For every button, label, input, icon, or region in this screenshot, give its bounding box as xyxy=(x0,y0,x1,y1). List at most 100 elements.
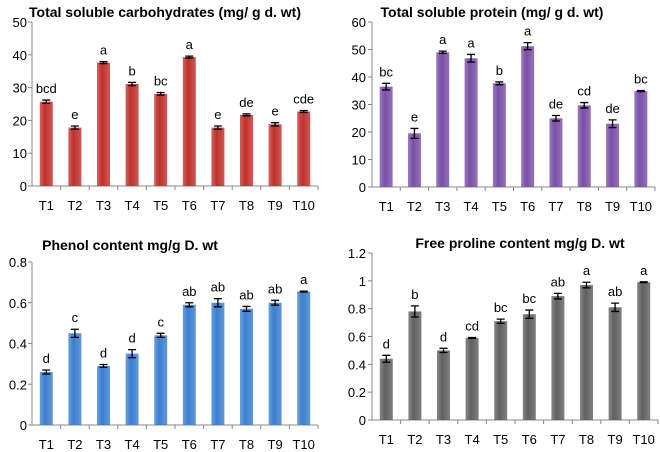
significance-label: ab xyxy=(551,274,565,289)
bar-T7 xyxy=(211,127,225,186)
significance-label: bcd xyxy=(36,81,57,96)
bar-T8 xyxy=(240,308,253,425)
x-tick-label: T7 xyxy=(210,198,225,213)
bar-T2 xyxy=(68,333,82,425)
x-tick-label: T6 xyxy=(182,198,197,213)
significance-label: c xyxy=(157,314,164,329)
bar-T10 xyxy=(297,111,311,186)
bar-T10 xyxy=(634,91,648,187)
bar-T4 xyxy=(464,58,478,187)
error-bar xyxy=(185,302,194,308)
error-bar xyxy=(185,55,194,59)
error-bar xyxy=(242,305,251,312)
y-tick-label: 60 xyxy=(352,15,366,30)
significance-label: a xyxy=(467,35,475,50)
error-bar xyxy=(299,290,308,293)
bar-T4 xyxy=(125,353,139,425)
significance-label: ab xyxy=(268,281,282,296)
y-tick-label: 40 xyxy=(352,70,366,85)
bar-T9 xyxy=(606,123,620,187)
significance-label: a xyxy=(640,263,648,278)
bar-T1 xyxy=(379,86,393,187)
error-bar xyxy=(410,305,419,318)
significance-label: d xyxy=(383,336,390,351)
significance-label: bc xyxy=(522,291,536,306)
bar-T6 xyxy=(182,57,196,186)
y-tick-label: 0.8 xyxy=(348,302,366,317)
x-tick-label: T9 xyxy=(605,199,620,214)
y-tick-label: 0.4 xyxy=(348,357,366,372)
error-bar xyxy=(70,125,79,130)
bar-T9 xyxy=(608,307,622,420)
error-bar xyxy=(468,336,477,339)
x-tick-label: T10 xyxy=(632,432,654,447)
x-tick-label: T1 xyxy=(39,437,54,452)
error-bar xyxy=(439,347,448,354)
y-tick-label: 20 xyxy=(352,125,366,140)
significance-label: a xyxy=(300,272,308,287)
x-tick-label: T2 xyxy=(67,437,82,452)
y-tick-label: 0 xyxy=(359,180,366,195)
bar-T9 xyxy=(268,302,282,425)
chart-title: Free proline content mg/g D. wt xyxy=(415,235,625,251)
bar-T1 xyxy=(379,358,393,420)
bar-T5 xyxy=(492,83,506,187)
y-tick-label: 0.2 xyxy=(9,377,27,392)
error-bar xyxy=(382,354,391,363)
chart-2: Total soluble protein (mg/ g d. wt) 0 10 20… xyxy=(352,4,656,214)
y-tick-label: 10 xyxy=(13,146,27,161)
x-tick-label: T1 xyxy=(379,432,394,447)
y-tick-label: 1 xyxy=(359,274,366,289)
x-tick-label: T2 xyxy=(67,198,82,213)
x-tick-label: T5 xyxy=(492,199,507,214)
error-bar xyxy=(410,127,419,139)
error-bar xyxy=(496,318,505,324)
y-tick-label: 10 xyxy=(352,153,366,168)
error-bar xyxy=(608,119,617,129)
error-bar xyxy=(70,328,79,339)
y-tick-label: 30 xyxy=(352,98,366,113)
x-tick-label: T6 xyxy=(520,199,535,214)
y-tick-label: 0.6 xyxy=(9,296,27,311)
y-tick-label: 0.4 xyxy=(9,337,27,352)
significance-label: bc xyxy=(494,300,508,315)
significance-label: b xyxy=(411,287,418,302)
y-tick-label: 0.2 xyxy=(348,385,366,400)
significance-label: de xyxy=(239,95,253,110)
significance-label: cde xyxy=(293,92,314,107)
x-tick-label: T10 xyxy=(292,198,314,213)
error-bar xyxy=(523,41,532,51)
bar-T10 xyxy=(297,291,311,425)
error-bar xyxy=(438,50,447,54)
error-bar xyxy=(299,109,308,114)
bar-T2 xyxy=(408,311,422,420)
error-bar xyxy=(242,113,251,117)
error-bar xyxy=(580,101,589,109)
bar-T3 xyxy=(97,365,110,425)
bar-T10 xyxy=(637,282,651,420)
error-bar xyxy=(639,281,648,284)
significance-label: d xyxy=(128,331,135,346)
bar-T4 xyxy=(465,337,479,420)
y-tick-label: 50 xyxy=(352,43,366,58)
significance-label: ab xyxy=(211,280,225,295)
bar-T5 xyxy=(154,93,168,186)
significance-label: e xyxy=(411,109,418,124)
error-bar xyxy=(271,122,280,127)
bar-T8 xyxy=(577,105,591,187)
x-tick-label: T3 xyxy=(435,199,450,214)
error-bar xyxy=(42,99,51,104)
x-tick-label: T8 xyxy=(579,432,594,447)
y-tick-label: 40 xyxy=(13,48,27,63)
x-tick-label: T10 xyxy=(630,199,652,214)
x-tick-label: T4 xyxy=(463,199,478,214)
y-tick-label: 0.6 xyxy=(348,330,366,345)
error-bar xyxy=(636,89,645,93)
bar-T4 xyxy=(125,83,139,186)
significance-label: de xyxy=(605,101,619,116)
y-tick-label: 20 xyxy=(13,113,27,128)
bar-T9 xyxy=(268,124,282,186)
bar-T6 xyxy=(522,314,536,420)
error-bar xyxy=(213,298,222,308)
bar-T3 xyxy=(436,52,450,187)
